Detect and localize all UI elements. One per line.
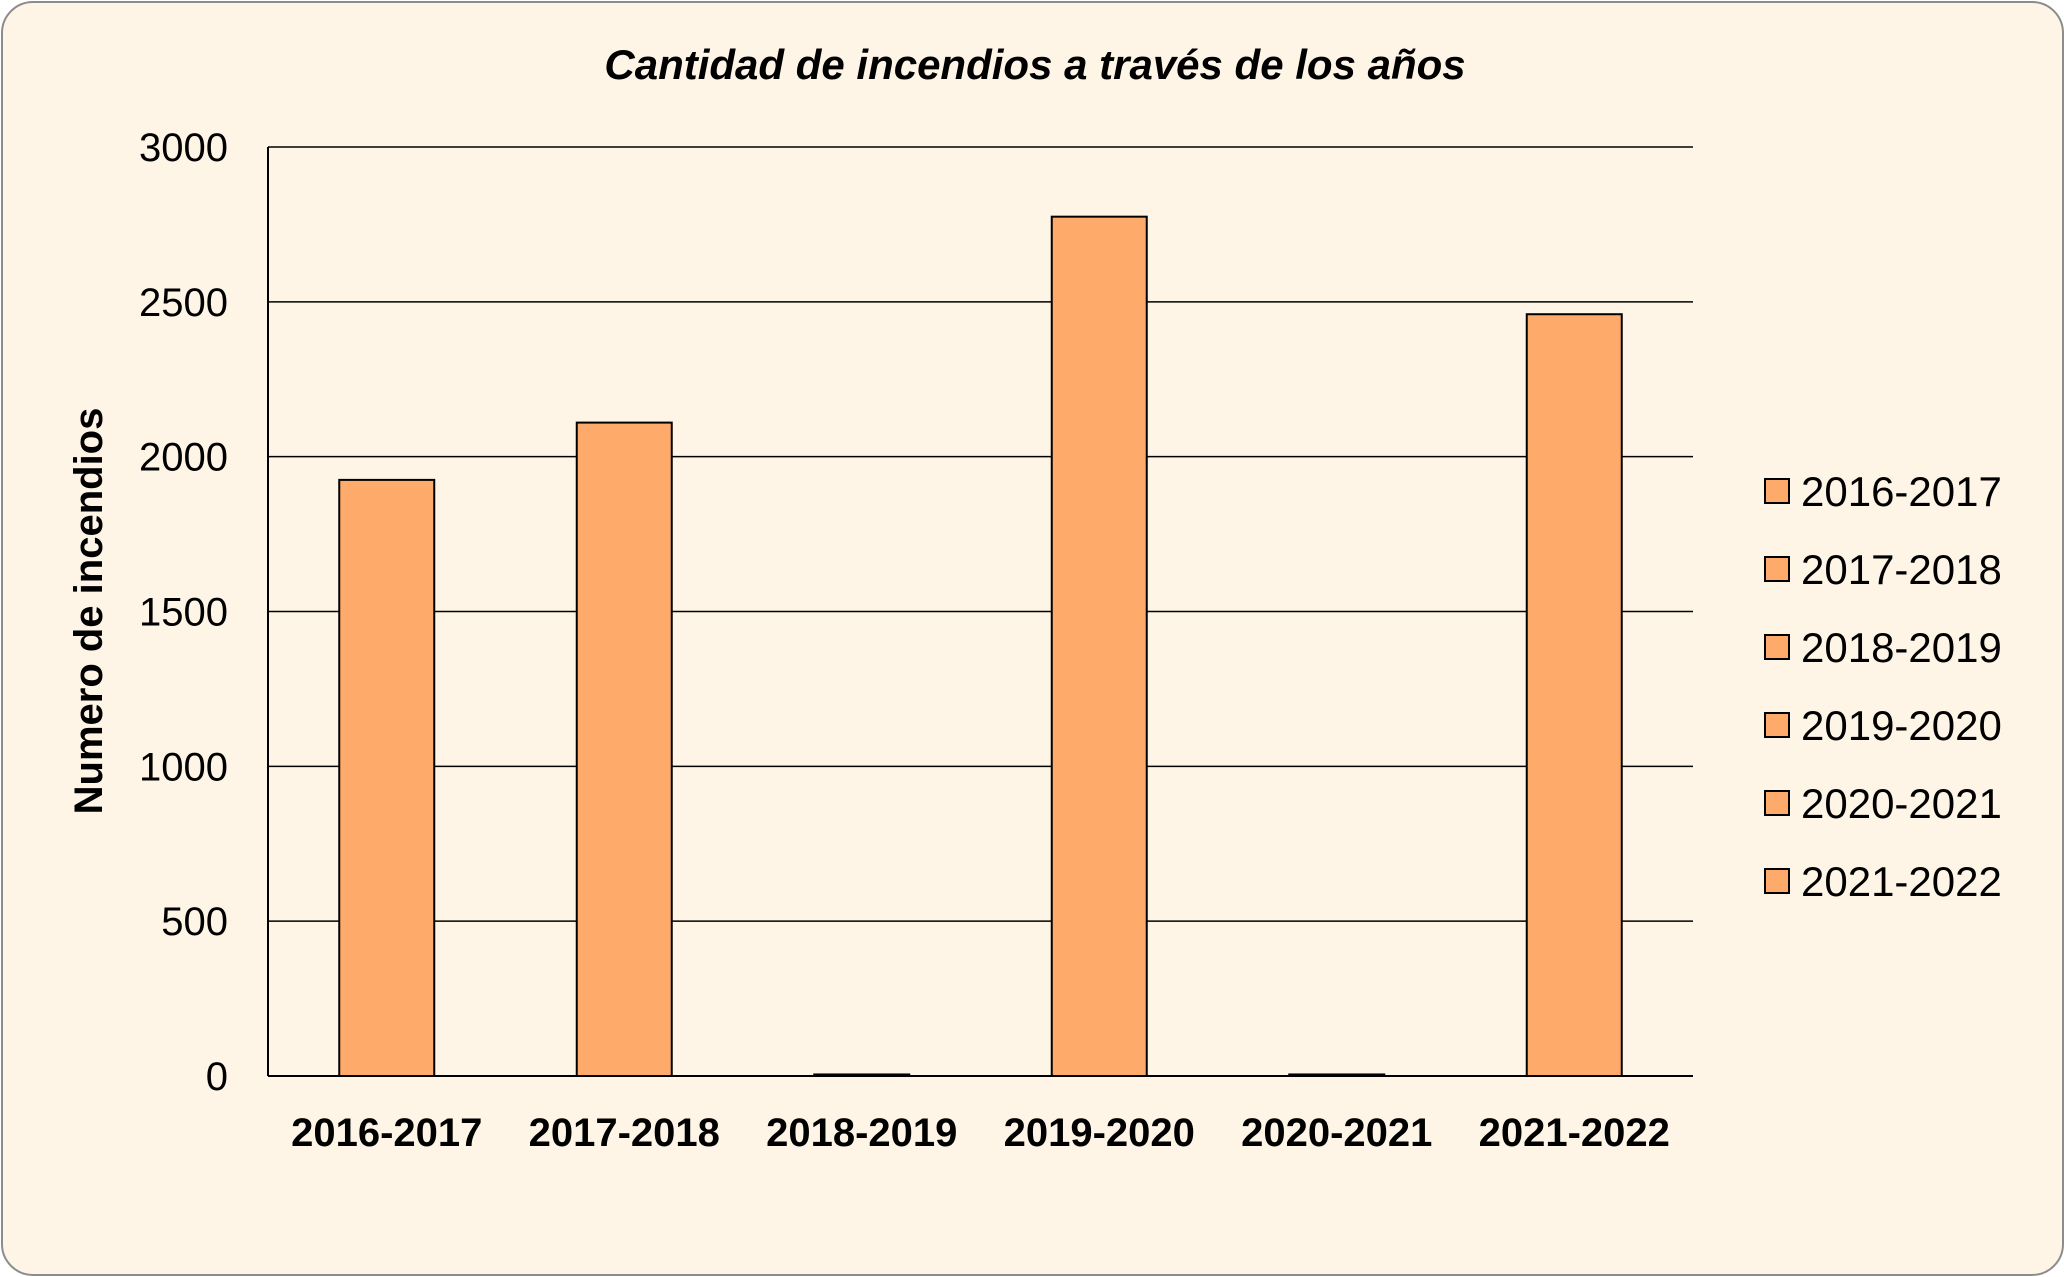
y-tick-label: 0 [206,1055,228,1099]
axes: 0 500 1000 1500 2000 2500 3000 2016-2017 2017-20… [139,126,1693,1155]
y-tick-label: 1000 [139,745,228,789]
x-tick-label: 2019-2020 [1004,1111,1195,1155]
chart-title: Cantidad de incendios a través de los añ… [604,41,1465,88]
bars [338,215,1623,1078]
legend-entry-label: 2018-2019 [1801,624,2002,671]
legend-entry-label: 2020-2021 [1801,780,2002,827]
y-tick-label: 1500 [139,591,228,635]
gridlines [268,146,1693,922]
x-tick-label: 2016-2017 [291,1111,482,1155]
legend: 2016-2017 2017-2018 2018-2019 2019-2020 2020… [1764,468,2002,905]
legend-swatch [1764,556,1790,582]
y-axis-label: Numero de incendios [67,408,111,815]
legend-entry-label: 2017-2018 [1801,546,2002,593]
legend-entry-label: 2021-2022 [1801,858,2002,905]
y-tick-label: 2500 [139,281,228,325]
legend-swatch [1764,712,1790,738]
bar-2021-2022 [1525,313,1623,1078]
legend-entry-label: 2016-2017 [1801,468,2002,515]
x-tick-label: 2017-2018 [529,1111,720,1155]
y-tick-label: 3000 [139,126,228,170]
x-tick-label: 2020-2021 [1241,1111,1432,1155]
chart-svg: Cantidad de incendios a través de los añ… [67,41,2002,1155]
legend-entry-label: 2019-2020 [1801,702,2002,749]
y-tick-label: 500 [161,900,228,944]
legend-swatch [1764,790,1790,816]
bar-2017-2018 [575,421,673,1077]
bar-2019-2020 [1050,215,1148,1078]
legend-swatch [1764,478,1790,504]
legend-swatch [1764,634,1790,660]
y-tick-label: 2000 [139,436,228,480]
x-tick-label: 2018-2019 [766,1111,957,1155]
x-tick-label: 2021-2022 [1479,1111,1670,1155]
legend-swatch [1764,868,1790,894]
bar-2016-2017 [338,478,436,1077]
